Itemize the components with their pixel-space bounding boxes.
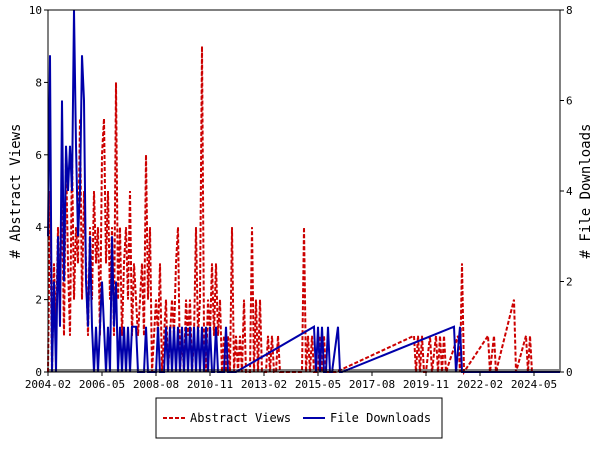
right-axis-tick-label: 0 [566,366,573,379]
x-axis-tick-label: 2017-08 [349,378,395,391]
legend-label-file-downloads: File Downloads [330,411,431,425]
right-axis-tick-label: 4 [566,185,573,198]
x-axis-tick-label: 2013-02 [241,378,287,391]
legend-box [155,397,443,439]
x-axis-tick-label: 2015-05 [295,378,341,391]
left-axis-tick-label: 0 [35,366,42,379]
left-axis-tick-label: 6 [35,149,42,162]
x-axis-tick-label: 2024-05 [511,378,557,391]
right-axis-title: # File Downloads [578,124,594,259]
legend: Abstract Views File Downloads [155,397,443,439]
left-axis-tick-label: 10 [29,4,42,17]
x-axis-tick-label: 2006-05 [79,378,125,391]
right-axis-tick-label: 8 [566,4,573,17]
legend-label-abstract-views: Abstract Views [190,411,291,425]
x-axis-tick-label: 2010-11 [187,378,233,391]
x-axis-tick-label: 2022-02 [457,378,503,391]
left-axis-title: # Abstract Views [8,124,24,259]
series-line-abstract-views [47,46,560,376]
x-axis-tick-label: 2004-02 [25,378,71,391]
right-axis-tick-label: 6 [566,95,573,108]
x-axis-tick-label: 2019-11 [403,378,449,391]
left-axis-tick-label: 8 [35,76,42,89]
right-axis-tick-label: 2 [566,276,573,289]
left-axis-tick-label: 2 [35,294,42,307]
axis-layer: 0 2 4 6 8 10 0 2 4 6 8 2004-02 2006-05 2008-08 2010-11… [25,4,573,391]
left-axis-tick-label: 4 [35,221,42,234]
x-axis-tick-label: 2008-08 [133,378,179,391]
